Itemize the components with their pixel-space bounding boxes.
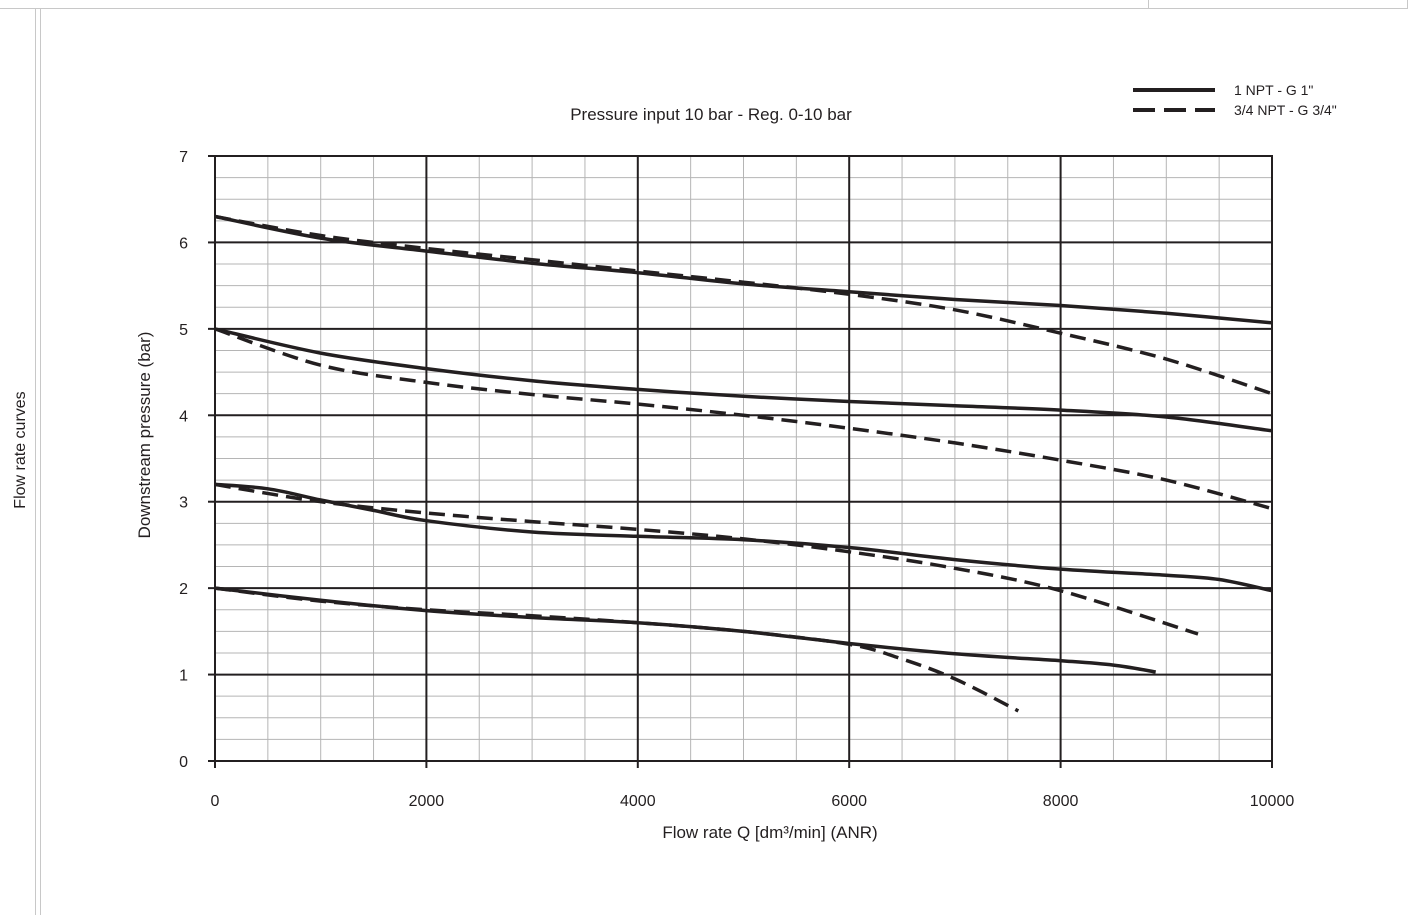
minor-grid [215, 156, 1272, 761]
y-tick-label: 0 [179, 754, 188, 771]
x-tick-label: 2000 [409, 793, 445, 810]
legend-label-3-4npt: 3/4 NPT - G 3/4" [1234, 102, 1337, 118]
plot-frame [214, 155, 1273, 762]
series-layer [214, 214, 1273, 713]
x-tick-label: 4000 [620, 793, 656, 810]
series-line-solid-3 [214, 327, 1273, 433]
sidebar-rail-right [40, 8, 41, 915]
y-tick-label: 3 [179, 495, 188, 512]
y-tick-label: 5 [179, 322, 188, 339]
series-line-dashed-2 [214, 214, 1273, 396]
series-line-dashed-6 [214, 482, 1199, 636]
y-tick-label: 4 [179, 408, 188, 425]
series-line-dashed-4 [214, 327, 1273, 511]
legend-label-1npt: 1 NPT - G 1" [1234, 82, 1313, 98]
axis-ticks [208, 155, 1273, 768]
y-tick-label: 7 [179, 149, 188, 166]
x-tick-label: 0 [211, 793, 220, 810]
sidebar-rail-left [35, 8, 36, 915]
x-tick-label: 8000 [1043, 793, 1079, 810]
chart-title: Pressure input 10 bar - Reg. 0-10 bar [570, 105, 852, 124]
y-tick-label: 2 [179, 581, 188, 598]
x-axis-label: Flow rate Q [dm³/min] (ANR) [662, 823, 877, 842]
series-line-solid-7 [214, 586, 1156, 674]
series-line-dashed-8 [214, 586, 1020, 713]
x-tick-label: 6000 [831, 793, 867, 810]
y-tick-labels: 0 1 2 3 4 5 6 7 [179, 149, 188, 771]
y-tick-label: 1 [179, 668, 188, 685]
y-tick-label: 6 [179, 235, 188, 252]
legend: 1 NPT - G 1" 3/4 NPT - G 3/4" [1133, 82, 1337, 118]
x-tick-label: 10000 [1250, 793, 1295, 810]
x-tick-labels: 0 2000 4000 6000 8000 10000 [211, 793, 1295, 810]
top-frame-line [0, 8, 1408, 9]
y-axis-label: Downstream pressure (bar) [135, 332, 154, 539]
